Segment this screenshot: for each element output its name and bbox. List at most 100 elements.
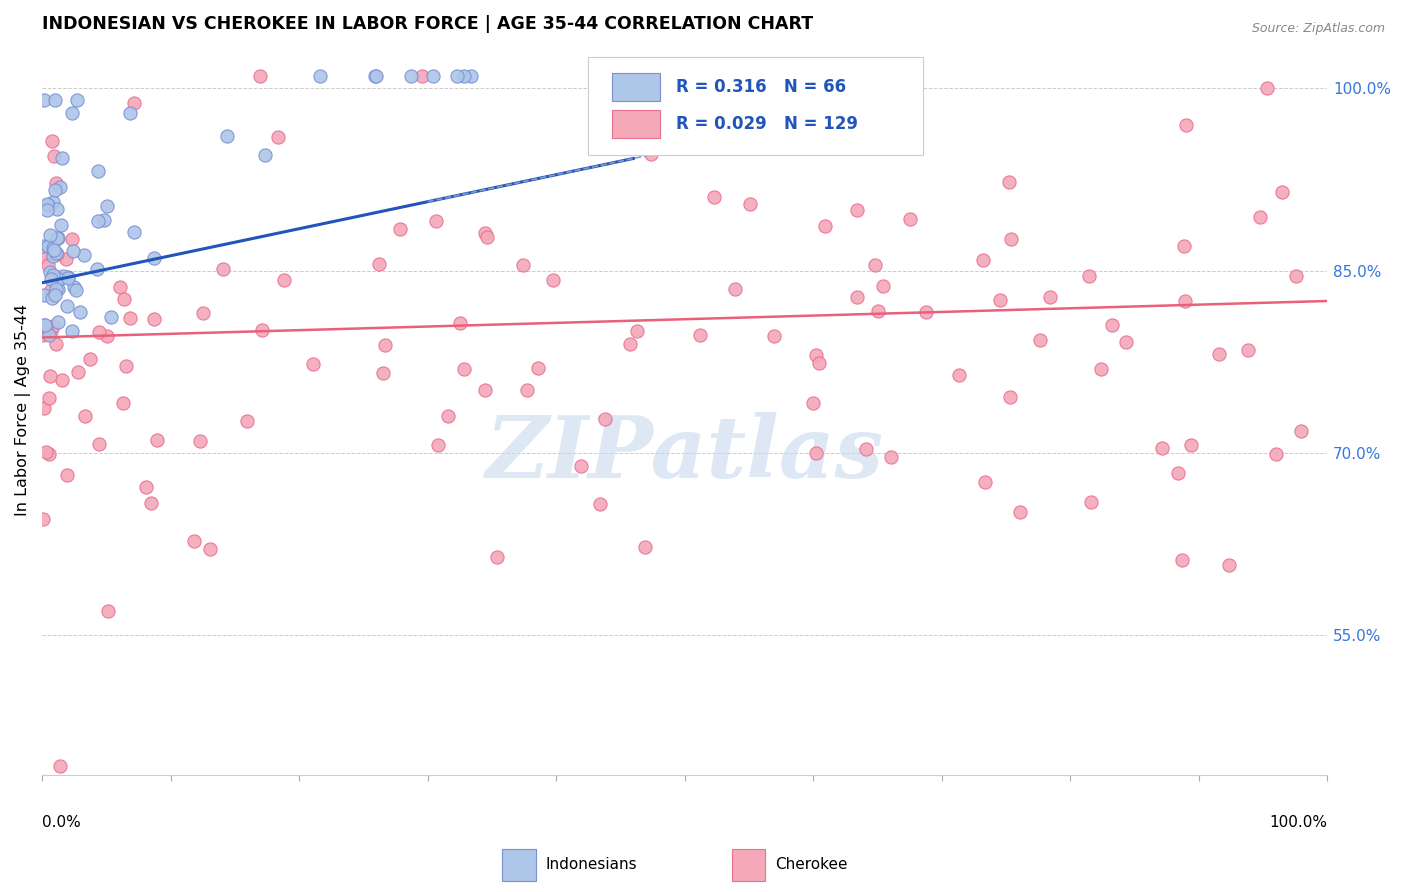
Point	[89, 437, 111, 451]
Point	[38, 227, 60, 242]
Point	[1285, 268, 1308, 283]
Point	[39, 324, 62, 338]
Point	[368, 257, 391, 271]
Point	[73, 409, 96, 423]
Point	[115, 359, 138, 374]
Point	[217, 129, 239, 144]
Point	[44, 288, 66, 302]
FancyBboxPatch shape	[588, 56, 922, 155]
Point	[846, 202, 869, 217]
Point	[41, 318, 63, 333]
Point	[66, 364, 89, 378]
Point	[39, 264, 62, 278]
Point	[1173, 239, 1195, 253]
Point	[212, 261, 235, 276]
Point	[1289, 425, 1312, 439]
Point	[1180, 438, 1202, 452]
Point	[188, 434, 211, 448]
Point	[44, 94, 66, 108]
Point	[973, 475, 995, 489]
Point	[32, 250, 55, 264]
Text: 0.0%: 0.0%	[42, 815, 82, 830]
Point	[141, 495, 163, 509]
Point	[66, 94, 89, 108]
Point	[756, 69, 779, 83]
Point	[267, 130, 290, 145]
Point	[46, 282, 69, 296]
Point	[914, 304, 936, 318]
Point	[79, 352, 101, 367]
Point	[122, 226, 145, 240]
Point	[446, 69, 468, 83]
Point	[1077, 268, 1099, 283]
Text: Cherokee: Cherokee	[775, 857, 848, 872]
Point	[42, 194, 65, 209]
Point	[364, 69, 387, 83]
Point	[460, 69, 482, 83]
Point	[42, 249, 65, 263]
Point	[516, 383, 538, 397]
Point	[626, 324, 648, 338]
Point	[474, 383, 496, 397]
Point	[34, 401, 56, 415]
Point	[586, 69, 609, 83]
Point	[1256, 81, 1278, 95]
Point	[183, 534, 205, 549]
Point	[1264, 447, 1286, 461]
Point	[640, 146, 662, 161]
Point	[988, 293, 1011, 307]
Point	[865, 258, 887, 272]
Point	[1171, 553, 1194, 567]
Point	[35, 202, 58, 217]
Point	[35, 320, 58, 334]
Point	[38, 328, 60, 343]
Point	[1174, 293, 1197, 308]
Bar	[731, 849, 765, 881]
Point	[56, 271, 79, 285]
Point	[569, 458, 592, 473]
Point	[45, 246, 67, 260]
Point	[41, 268, 63, 283]
Point	[855, 442, 877, 457]
Point	[55, 468, 77, 483]
Point	[273, 272, 295, 286]
Point	[422, 69, 444, 83]
Point	[449, 316, 471, 330]
Point	[58, 270, 80, 285]
Point	[1167, 466, 1189, 480]
Point	[35, 445, 58, 459]
Point	[453, 362, 475, 376]
Point	[41, 291, 63, 305]
Point	[62, 244, 84, 259]
Point	[301, 358, 323, 372]
Point	[249, 69, 271, 83]
Text: ZIPatlas: ZIPatlas	[485, 412, 884, 496]
Point	[118, 311, 141, 326]
Point	[52, 268, 75, 283]
Point	[236, 414, 259, 428]
Point	[807, 356, 830, 370]
Point	[512, 258, 534, 272]
Point	[87, 163, 110, 178]
Point	[453, 69, 475, 83]
Point	[198, 542, 221, 557]
Point	[814, 219, 837, 234]
Point	[868, 303, 890, 318]
Point	[32, 328, 55, 343]
Point	[703, 189, 725, 203]
Point	[112, 292, 135, 306]
Point	[55, 252, 77, 266]
Point	[65, 283, 87, 297]
Point	[41, 134, 63, 148]
Point	[437, 409, 460, 424]
Point	[111, 396, 134, 410]
Point	[634, 540, 657, 554]
Point	[39, 272, 62, 286]
Point	[46, 315, 69, 329]
Point	[93, 212, 115, 227]
Point	[845, 290, 868, 304]
Point	[474, 226, 496, 240]
Point	[804, 348, 827, 362]
Point	[86, 262, 108, 277]
Point	[63, 280, 86, 294]
